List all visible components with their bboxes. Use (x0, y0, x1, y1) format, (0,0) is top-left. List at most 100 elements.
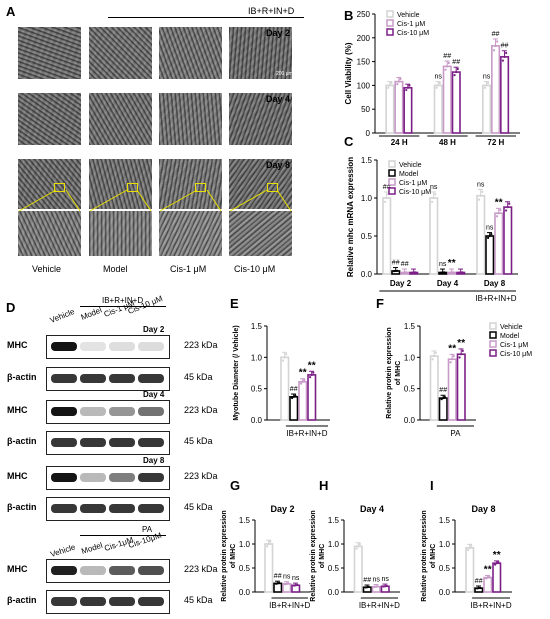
y-tick-label: 1.0 (404, 353, 416, 362)
blot-strip (46, 431, 170, 455)
bar (465, 547, 475, 593)
blot-band (80, 473, 106, 482)
y-axis-label: of MHC (430, 544, 437, 569)
data-point (300, 382, 303, 385)
bar (491, 45, 501, 134)
blot-band (80, 374, 106, 383)
blot-treatment-line (80, 306, 166, 307)
y-tick-label: 1.5 (361, 156, 373, 165)
significance-label: ## (443, 53, 451, 60)
bar (291, 584, 301, 593)
data-point (443, 271, 446, 274)
significance-label: ** (308, 360, 316, 371)
data-point (461, 271, 464, 274)
blot-protein-label: MHC (7, 471, 28, 481)
data-point (285, 353, 288, 356)
panel-letter: F (376, 296, 384, 311)
legend-label: Cis-1 μM (399, 180, 427, 187)
legend-label: Cis-10 μM (500, 351, 532, 358)
bar (409, 271, 419, 275)
panel-a-letter: A (6, 4, 16, 19)
legend-swatch (489, 340, 497, 348)
bar (474, 587, 484, 593)
data-point (275, 582, 278, 585)
data-point (505, 209, 508, 212)
y-axis-label: Relative mhc mRNA expression (346, 157, 355, 277)
significance-label: ## (439, 387, 447, 394)
y-tick-label: 0.0 (328, 588, 340, 597)
data-point (487, 81, 490, 85)
data-point (440, 398, 443, 401)
legend-label: Vehicle (397, 12, 420, 19)
y-tick-label: 1.0 (251, 353, 263, 362)
blot-band (80, 407, 106, 416)
micrograph-image (159, 159, 222, 209)
blot-band (51, 504, 77, 513)
significance-label: ns (430, 184, 438, 191)
significance-label: ns (283, 574, 291, 581)
blot-band (80, 566, 106, 575)
legend-swatch (388, 178, 396, 186)
data-point (385, 584, 388, 588)
legend-swatch (386, 19, 394, 27)
data-point (503, 55, 506, 58)
blot-pa-lane-label: Vehicle (49, 542, 77, 559)
significance-label: ns (292, 575, 300, 582)
legend-label: Cis-1 μM (500, 342, 528, 349)
significance-label: ns (439, 261, 447, 268)
bar (403, 86, 413, 134)
data-point (485, 577, 488, 580)
data-point (435, 86, 438, 89)
bar (500, 56, 510, 134)
blot-strip (46, 400, 170, 424)
blot-day-label: Day 8 (143, 456, 165, 465)
y-tick-label: 0.5 (251, 385, 263, 394)
group-label-vehicle: Vehicle (32, 264, 62, 274)
micrograph-image (159, 93, 222, 145)
data-point (382, 585, 385, 588)
y-tick-label: 1.0 (328, 540, 340, 549)
group-label-cis10: Cis-10 μM (234, 264, 276, 274)
bar (391, 270, 401, 275)
bar (371, 585, 381, 593)
blot-day-label: Day 4 (143, 390, 165, 399)
y-tick-label: 1.5 (328, 516, 340, 525)
data-point (446, 65, 449, 68)
micrograph-image (89, 27, 152, 79)
blot-kda-label: 45 kDa (184, 372, 213, 382)
micrograph-day-label: Day 4 (266, 94, 291, 104)
blot-band (138, 597, 164, 606)
zoom-inset-box (54, 183, 65, 192)
data-point (367, 585, 370, 589)
y-tick-label: 50 (361, 105, 370, 114)
data-point (492, 49, 496, 52)
y-tick-label: 0.5 (239, 564, 251, 573)
data-point (451, 358, 454, 361)
data-point (443, 395, 446, 399)
blot-band (109, 374, 135, 383)
bar (485, 235, 495, 275)
bar (451, 71, 461, 134)
significance-label: ** (448, 343, 456, 354)
bar (385, 84, 395, 134)
legend-swatch (386, 28, 394, 36)
bar (289, 396, 299, 421)
data-point (276, 582, 279, 585)
data-point (468, 546, 471, 549)
data-point (497, 560, 500, 563)
bar (280, 356, 290, 421)
blot-kda-label: 223 kDa (184, 340, 218, 350)
micrograph-day-label: Day 8 (266, 160, 291, 170)
data-point (494, 44, 497, 47)
data-point (355, 547, 358, 550)
group-label-cis1: Cis-1 μM (170, 264, 207, 274)
data-point (437, 84, 440, 87)
blot-pa-lane-label: Model (80, 540, 104, 556)
bar (362, 586, 372, 593)
data-point (508, 202, 511, 205)
data-point (458, 271, 461, 274)
data-point (292, 395, 295, 398)
data-point (396, 269, 399, 272)
data-point (467, 548, 470, 552)
data-point (459, 271, 462, 274)
